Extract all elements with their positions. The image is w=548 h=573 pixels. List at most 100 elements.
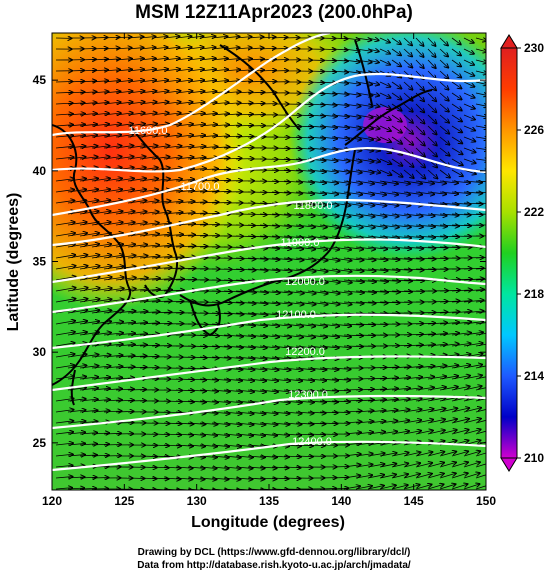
wind-arrow [163,268,184,269]
wind-arrow [79,135,97,137]
wind-arrow [67,244,87,248]
wind-arrow [271,236,291,238]
wind-arrow [319,71,336,72]
wind-arrow [403,258,423,259]
wind-arrow [427,258,448,259]
wind-arrow [427,70,436,79]
wind-arrow [151,256,171,258]
wind-arrow [343,71,360,73]
wind-arrow [103,322,123,324]
wind-arrow [367,159,380,162]
wind-arrow [79,266,99,270]
wind-arrow [79,233,99,237]
wind-arrow [115,156,134,159]
wind-arrow [187,80,204,82]
wind-arrow [439,169,450,178]
wind-arrow [139,179,158,181]
wind-arrow [91,299,111,303]
wind-arrow [343,258,363,260]
wind-arrow [439,247,459,248]
wind-arrow [79,200,98,204]
colorbar-body [500,47,518,459]
wind-arrow [355,169,374,173]
wind-arrow [451,169,463,176]
wind-arrow [379,158,391,164]
wind-arrow [199,69,216,71]
wind-arrow [475,71,486,74]
wind-arrow [319,291,340,294]
wind-arrow [175,80,192,82]
wind-arrow [283,159,302,160]
wind-arrow [379,247,399,249]
wind-arrow [307,148,325,150]
wind-arrow [175,246,195,247]
wind-arrow [295,115,313,116]
wind-arrow [403,81,412,90]
wind-arrow [355,280,376,282]
wind-arrow [223,81,240,82]
wind-arrow [343,324,363,325]
wind-arrow [319,335,339,337]
y-axis-label: Latitude (degrees) [5,193,22,332]
wind-arrow [259,313,279,315]
wind-arrow [103,222,123,226]
wind-arrow [331,71,348,72]
wind-arrow [211,58,228,60]
wind-arrow [127,37,143,38]
wind-arrow [355,258,375,260]
wind-arrow [235,92,252,93]
wind-arrow [151,124,169,126]
wind-arrow [367,38,379,40]
wind-arrow [139,102,157,104]
wind-arrow [379,37,390,42]
wind-arrow [103,157,122,159]
wind-arrow [355,214,375,217]
wind-arrow [79,321,99,325]
wind-arrow [367,104,379,107]
wind-arrow [79,113,97,115]
wind-arrow [271,225,291,227]
wind-arrow [319,49,336,50]
wind-arrow [247,59,264,60]
wind-arrow [151,146,169,148]
wind-arrow [403,48,412,56]
wind-arrow [103,200,122,204]
wind-arrow [451,70,461,77]
wind-arrow [127,113,145,115]
wind-arrow [199,147,217,148]
wind-arrow [67,92,84,93]
wind-arrow [391,125,402,133]
wind-arrow [55,179,74,181]
wind-arrow [223,269,244,270]
wind-arrow [367,269,388,271]
wind-arrow [115,135,133,137]
wind-arrow [271,335,291,337]
wind-arrow [295,324,315,326]
wind-arrow [127,189,146,192]
wind-arrow [355,38,371,40]
wind-arrow [199,113,217,115]
wind-arrow [139,289,160,291]
wind-arrow [115,211,135,215]
wind-arrow [415,169,425,178]
wind-arrow [103,48,120,49]
wind-arrow [115,124,133,126]
wind-arrow [463,59,474,65]
wind-arrow [331,60,348,61]
wind-arrow [91,48,108,49]
wind-arrow [415,181,434,184]
wind-arrow [187,91,204,93]
wind-arrow [403,236,423,238]
wind-arrow [319,268,340,272]
wind-arrow [379,258,399,260]
wind-arrow [67,233,87,237]
wind-arrow [163,102,181,104]
wind-arrow [355,136,373,140]
colorbar-tick-label: 210 [524,451,544,465]
wind-arrow [91,157,110,159]
wind-arrow [451,59,461,66]
wind-arrow [55,200,74,203]
wind-arrow [247,335,267,337]
wind-arrow [391,169,403,177]
wind-arrow [187,168,206,170]
